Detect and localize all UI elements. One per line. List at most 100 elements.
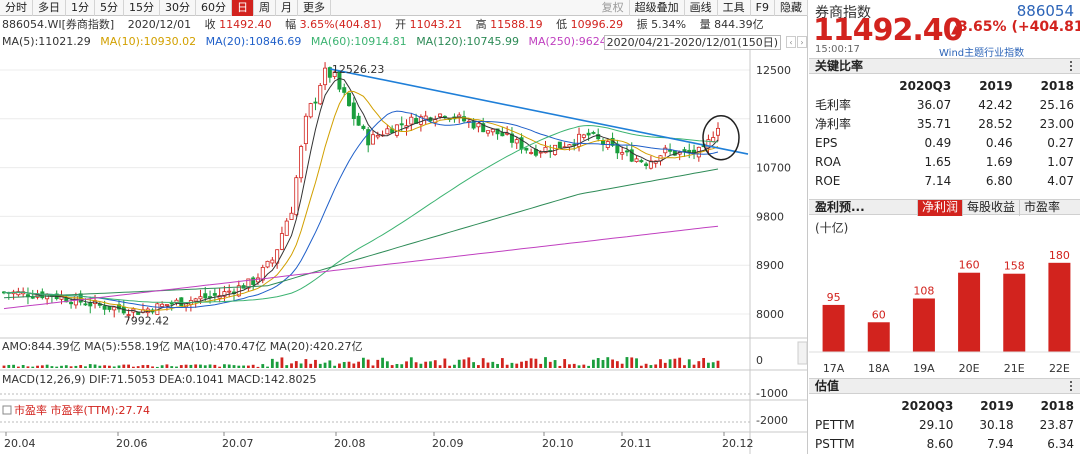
candle-body <box>40 291 45 299</box>
adjust-button[interactable]: 复权 <box>597 0 630 16</box>
ratios-col: 2018 <box>1040 78 1074 93</box>
volume-bar <box>443 358 447 368</box>
volume-bar <box>237 365 241 368</box>
volume-bar <box>577 365 581 368</box>
ratio-name: ROA <box>815 154 841 169</box>
valuation-value: 30.18 <box>979 417 1014 432</box>
kline-chart[interactable]: 12500 11600 10700 9800 8900 8000 12526.23 7992.… <box>0 50 808 454</box>
tab-5min[interactable]: 5分 <box>95 0 124 16</box>
ratio-value: 0.46 <box>985 135 1013 150</box>
valuation-header[interactable]: 估值 <box>809 378 1080 394</box>
volume-bar <box>481 358 485 368</box>
low-label: 低 <box>556 18 568 31</box>
tab-eps[interactable]: 每股收益 <box>962 200 1019 216</box>
volume-bar <box>256 366 260 368</box>
profit-forecast-title: 盈利预... <box>815 200 865 214</box>
tab-multiday[interactable]: 多日 <box>33 0 66 16</box>
tab-daily[interactable]: 日 <box>232 0 254 16</box>
volume-bar <box>606 357 610 368</box>
ratio-name: EPS <box>815 135 838 150</box>
volume-bar <box>285 365 289 368</box>
ratios-col: 2019 <box>979 78 1013 93</box>
more-icon[interactable] <box>1066 59 1076 73</box>
more-icon[interactable] <box>1066 379 1076 393</box>
tab-30min[interactable]: 30分 <box>160 0 196 16</box>
volume-bar <box>668 359 672 368</box>
volume-bar <box>304 359 308 368</box>
draw-line-button[interactable]: 画线 <box>685 0 718 16</box>
candle-body <box>476 122 481 128</box>
date-axis-label: 20.06 <box>116 437 148 450</box>
volume-bar <box>361 357 365 368</box>
volume-bar <box>491 361 495 368</box>
volume-bar <box>261 364 265 368</box>
ma250-legend: MA(250):9624.69 <box>528 35 625 48</box>
volume-bar <box>179 365 183 368</box>
ma20-line <box>3 110 719 309</box>
sub-index-link[interactable]: Wind主题行业指数 <box>939 48 1025 59</box>
volume-bar <box>395 363 399 368</box>
ratio-value: 23.00 <box>1039 116 1074 131</box>
volume-bar <box>194 364 198 368</box>
candle-body <box>485 130 490 134</box>
tab-net-profit[interactable]: 净利润 <box>917 200 963 216</box>
volume-bar <box>155 366 159 368</box>
pe-toggle-icon[interactable] <box>2 405 12 415</box>
ratios-header[interactable]: 关键比率 <box>809 58 1080 74</box>
valuation-value: 29.10 <box>919 417 954 432</box>
volume-bar <box>98 365 102 368</box>
bar-value-label: 180 <box>1049 249 1070 262</box>
volume-bar <box>141 365 145 368</box>
date-range-box[interactable]: 2020/04/21-2020/12/01(150日) <box>603 35 781 50</box>
volume-bar <box>16 366 20 368</box>
pe-legend: 市盈率 市盈率(TTM):27.74 <box>14 403 150 417</box>
volume-bar <box>697 361 701 368</box>
range-prev-icon[interactable]: ‹ <box>786 36 796 48</box>
tab-pe[interactable]: 市盈率 <box>1019 200 1064 216</box>
tab-15min[interactable]: 15分 <box>124 0 160 16</box>
tab-60min[interactable]: 60分 <box>196 0 232 16</box>
range-next-icon[interactable]: › <box>797 36 807 48</box>
volume-bar <box>309 363 313 368</box>
tab-weekly[interactable]: 周 <box>254 0 276 16</box>
super-overlay-button[interactable]: 超级叠加 <box>630 0 685 16</box>
volume-bar <box>270 358 274 368</box>
scrollbar-thumb[interactable] <box>797 341 808 365</box>
candle-body <box>279 233 284 250</box>
ma60-line <box>3 124 719 304</box>
volume-bar <box>453 364 456 368</box>
volume-bar <box>520 361 523 368</box>
ratio-value: 7.14 <box>924 173 952 188</box>
date-axis-label: 20.10 <box>542 437 574 450</box>
volume-bar <box>558 365 562 368</box>
tab-more[interactable]: 更多 <box>298 0 331 16</box>
valuation-value: 8.60 <box>926 436 954 451</box>
volume-bar <box>462 359 466 368</box>
volume-bar <box>572 363 576 368</box>
volume-bar <box>69 366 73 368</box>
candle-body <box>342 87 347 93</box>
candle-body <box>284 220 289 236</box>
candle-body <box>294 177 299 216</box>
hide-button[interactable]: 隐藏 <box>775 0 808 16</box>
candle-body <box>644 163 649 167</box>
volume-bar <box>88 364 92 368</box>
volume-bar <box>409 357 413 368</box>
volume-bar <box>553 360 557 368</box>
ratio-value: 1.65 <box>924 154 952 169</box>
candle-body <box>639 160 644 163</box>
quote-time: 15:00:17 <box>815 44 860 55</box>
volume-bar <box>318 363 322 368</box>
candle-body <box>102 305 107 310</box>
tools-button[interactable]: 工具 <box>718 0 751 16</box>
volume-bar <box>692 364 696 368</box>
candle-body <box>716 127 721 136</box>
ratio-value: 1.07 <box>1047 154 1074 169</box>
volume-bar <box>84 366 87 368</box>
f9-button[interactable]: F9 <box>751 0 775 16</box>
tab-1min[interactable]: 1分 <box>66 0 95 16</box>
amount-value: 844.39亿 <box>714 18 764 31</box>
tab-intraday[interactable]: 分时 <box>0 0 33 16</box>
tab-monthly[interactable]: 月 <box>276 0 298 16</box>
candle-body <box>663 147 668 154</box>
